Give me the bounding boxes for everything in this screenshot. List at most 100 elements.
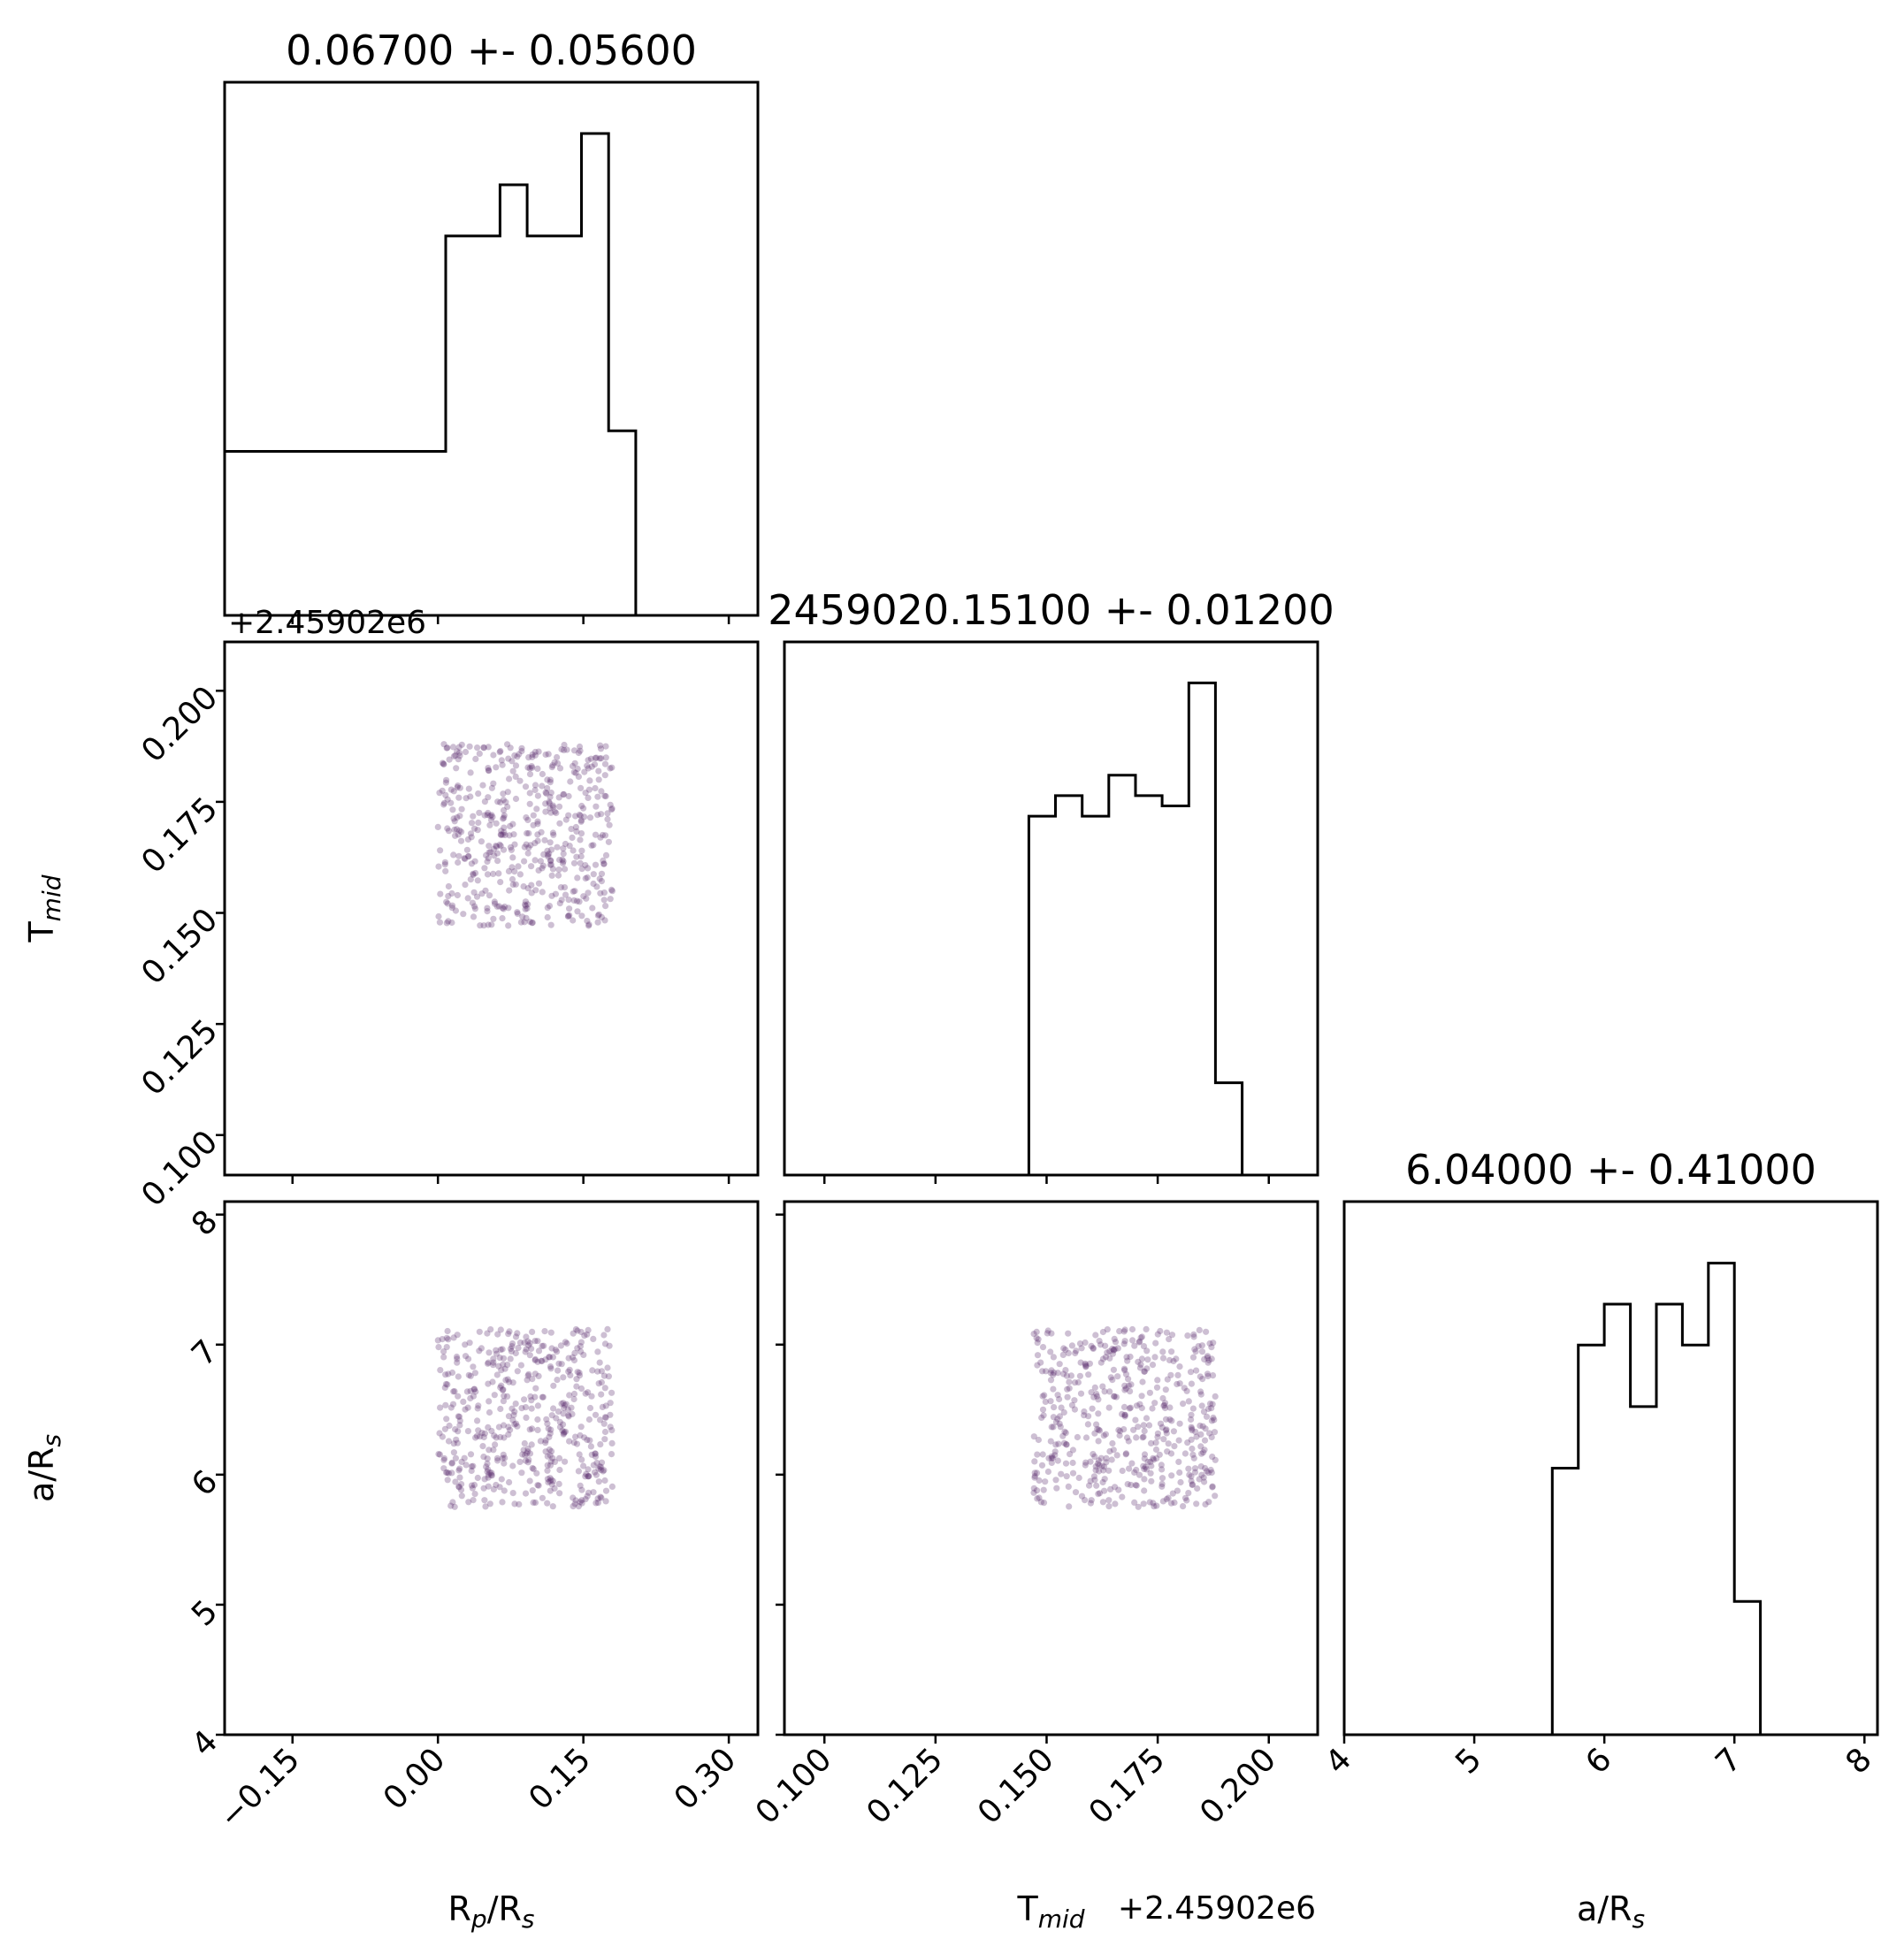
sample-point	[1082, 1362, 1090, 1369]
sample-point	[443, 776, 450, 783]
sample-point	[578, 1486, 585, 1493]
sample-point	[1074, 1433, 1081, 1441]
sample-point	[454, 1439, 462, 1446]
sample-point	[499, 831, 507, 838]
sample-point	[578, 1497, 585, 1504]
sample-point	[1198, 1471, 1205, 1478]
sample-point	[592, 1453, 600, 1460]
sample-point	[1188, 1477, 1195, 1485]
sample-point	[546, 798, 553, 805]
sample-point	[470, 903, 478, 910]
sample-point	[1197, 1391, 1204, 1398]
sample-point	[585, 1389, 592, 1396]
sample-point	[577, 747, 584, 754]
sample-point	[1045, 1454, 1052, 1462]
sample-point	[580, 1351, 587, 1358]
sample-point	[1082, 1339, 1089, 1347]
sample-point	[1030, 1433, 1037, 1440]
sample-point	[1185, 1465, 1192, 1472]
sample-point	[478, 1345, 486, 1352]
sample-point	[598, 870, 606, 877]
sample-point	[593, 883, 600, 890]
y-tick-label: 7	[185, 1333, 225, 1373]
sample-point	[571, 1500, 578, 1507]
sample-point	[1105, 1404, 1113, 1411]
sample-point	[581, 1332, 588, 1340]
sample-point	[463, 846, 471, 853]
sample-point	[1197, 1463, 1204, 1470]
sample-point	[1121, 1411, 1128, 1418]
sample-point	[458, 805, 465, 813]
sample-point	[1100, 1432, 1107, 1439]
sample-point	[470, 1385, 478, 1393]
sample-point	[485, 1483, 492, 1490]
sample-point	[444, 1477, 451, 1484]
sample-point	[582, 874, 589, 882]
sample-point	[591, 1469, 599, 1476]
sample-point	[1050, 1414, 1057, 1421]
sample-point	[540, 1342, 547, 1349]
sample-point	[576, 898, 583, 905]
sample-point	[440, 741, 447, 748]
sample-point	[1034, 1352, 1042, 1359]
sample-point	[444, 900, 451, 907]
sample-point	[601, 760, 609, 767]
sample-point	[442, 1401, 449, 1408]
sample-point	[500, 806, 508, 814]
sample-point	[1033, 1328, 1040, 1335]
sample-point	[1111, 1393, 1118, 1400]
sample-point	[1194, 1485, 1201, 1492]
sample-point	[1168, 1472, 1175, 1479]
sample-point	[1078, 1492, 1086, 1500]
sample-point	[440, 760, 447, 768]
sample-point	[480, 744, 487, 752]
sample-point	[455, 1393, 462, 1400]
sample-point	[444, 825, 451, 832]
sample-point	[555, 1480, 562, 1487]
sample-point	[525, 844, 532, 851]
sample-point	[566, 1438, 573, 1445]
sample-point	[529, 1487, 536, 1494]
sample-point	[1156, 1451, 1163, 1458]
sample-point	[484, 1360, 492, 1367]
sample-point	[553, 809, 560, 817]
sample-point	[498, 831, 505, 838]
sample-point	[547, 839, 554, 846]
sample-point	[547, 1329, 554, 1336]
sample-point	[1048, 1453, 1055, 1460]
sample-point	[560, 858, 567, 865]
sample-point	[1057, 1424, 1064, 1431]
sample-point	[509, 854, 516, 861]
sample-point	[454, 891, 462, 899]
sample-point	[534, 821, 541, 828]
sample-point	[512, 762, 520, 769]
sample-point	[1116, 1431, 1123, 1439]
sample-point	[508, 846, 516, 853]
sample-point	[491, 1432, 498, 1439]
sample-point	[485, 744, 492, 751]
sample-point	[522, 1490, 530, 1497]
sample-point	[584, 762, 591, 769]
sample-point	[483, 851, 490, 859]
sample-point	[1048, 1330, 1055, 1337]
sample-point	[507, 744, 514, 752]
sample-point	[568, 826, 575, 833]
sample-point	[1120, 1365, 1128, 1372]
sample-point	[533, 1469, 540, 1477]
sample-point	[562, 1339, 570, 1346]
sample-point	[588, 842, 595, 849]
sample-point	[544, 784, 551, 792]
sample-point	[577, 812, 585, 820]
sample-point	[525, 829, 532, 837]
sample-point	[1208, 1355, 1215, 1362]
sample-point	[498, 1382, 505, 1389]
sample-point	[511, 1500, 518, 1507]
sample-point	[1082, 1363, 1090, 1370]
sample-point	[481, 1497, 488, 1504]
sample-point	[1174, 1487, 1181, 1494]
sample-point	[1050, 1424, 1057, 1431]
sample-point	[458, 741, 465, 748]
sample-point	[534, 1338, 541, 1345]
sample-point	[485, 1466, 492, 1473]
sample-point	[475, 1402, 482, 1409]
